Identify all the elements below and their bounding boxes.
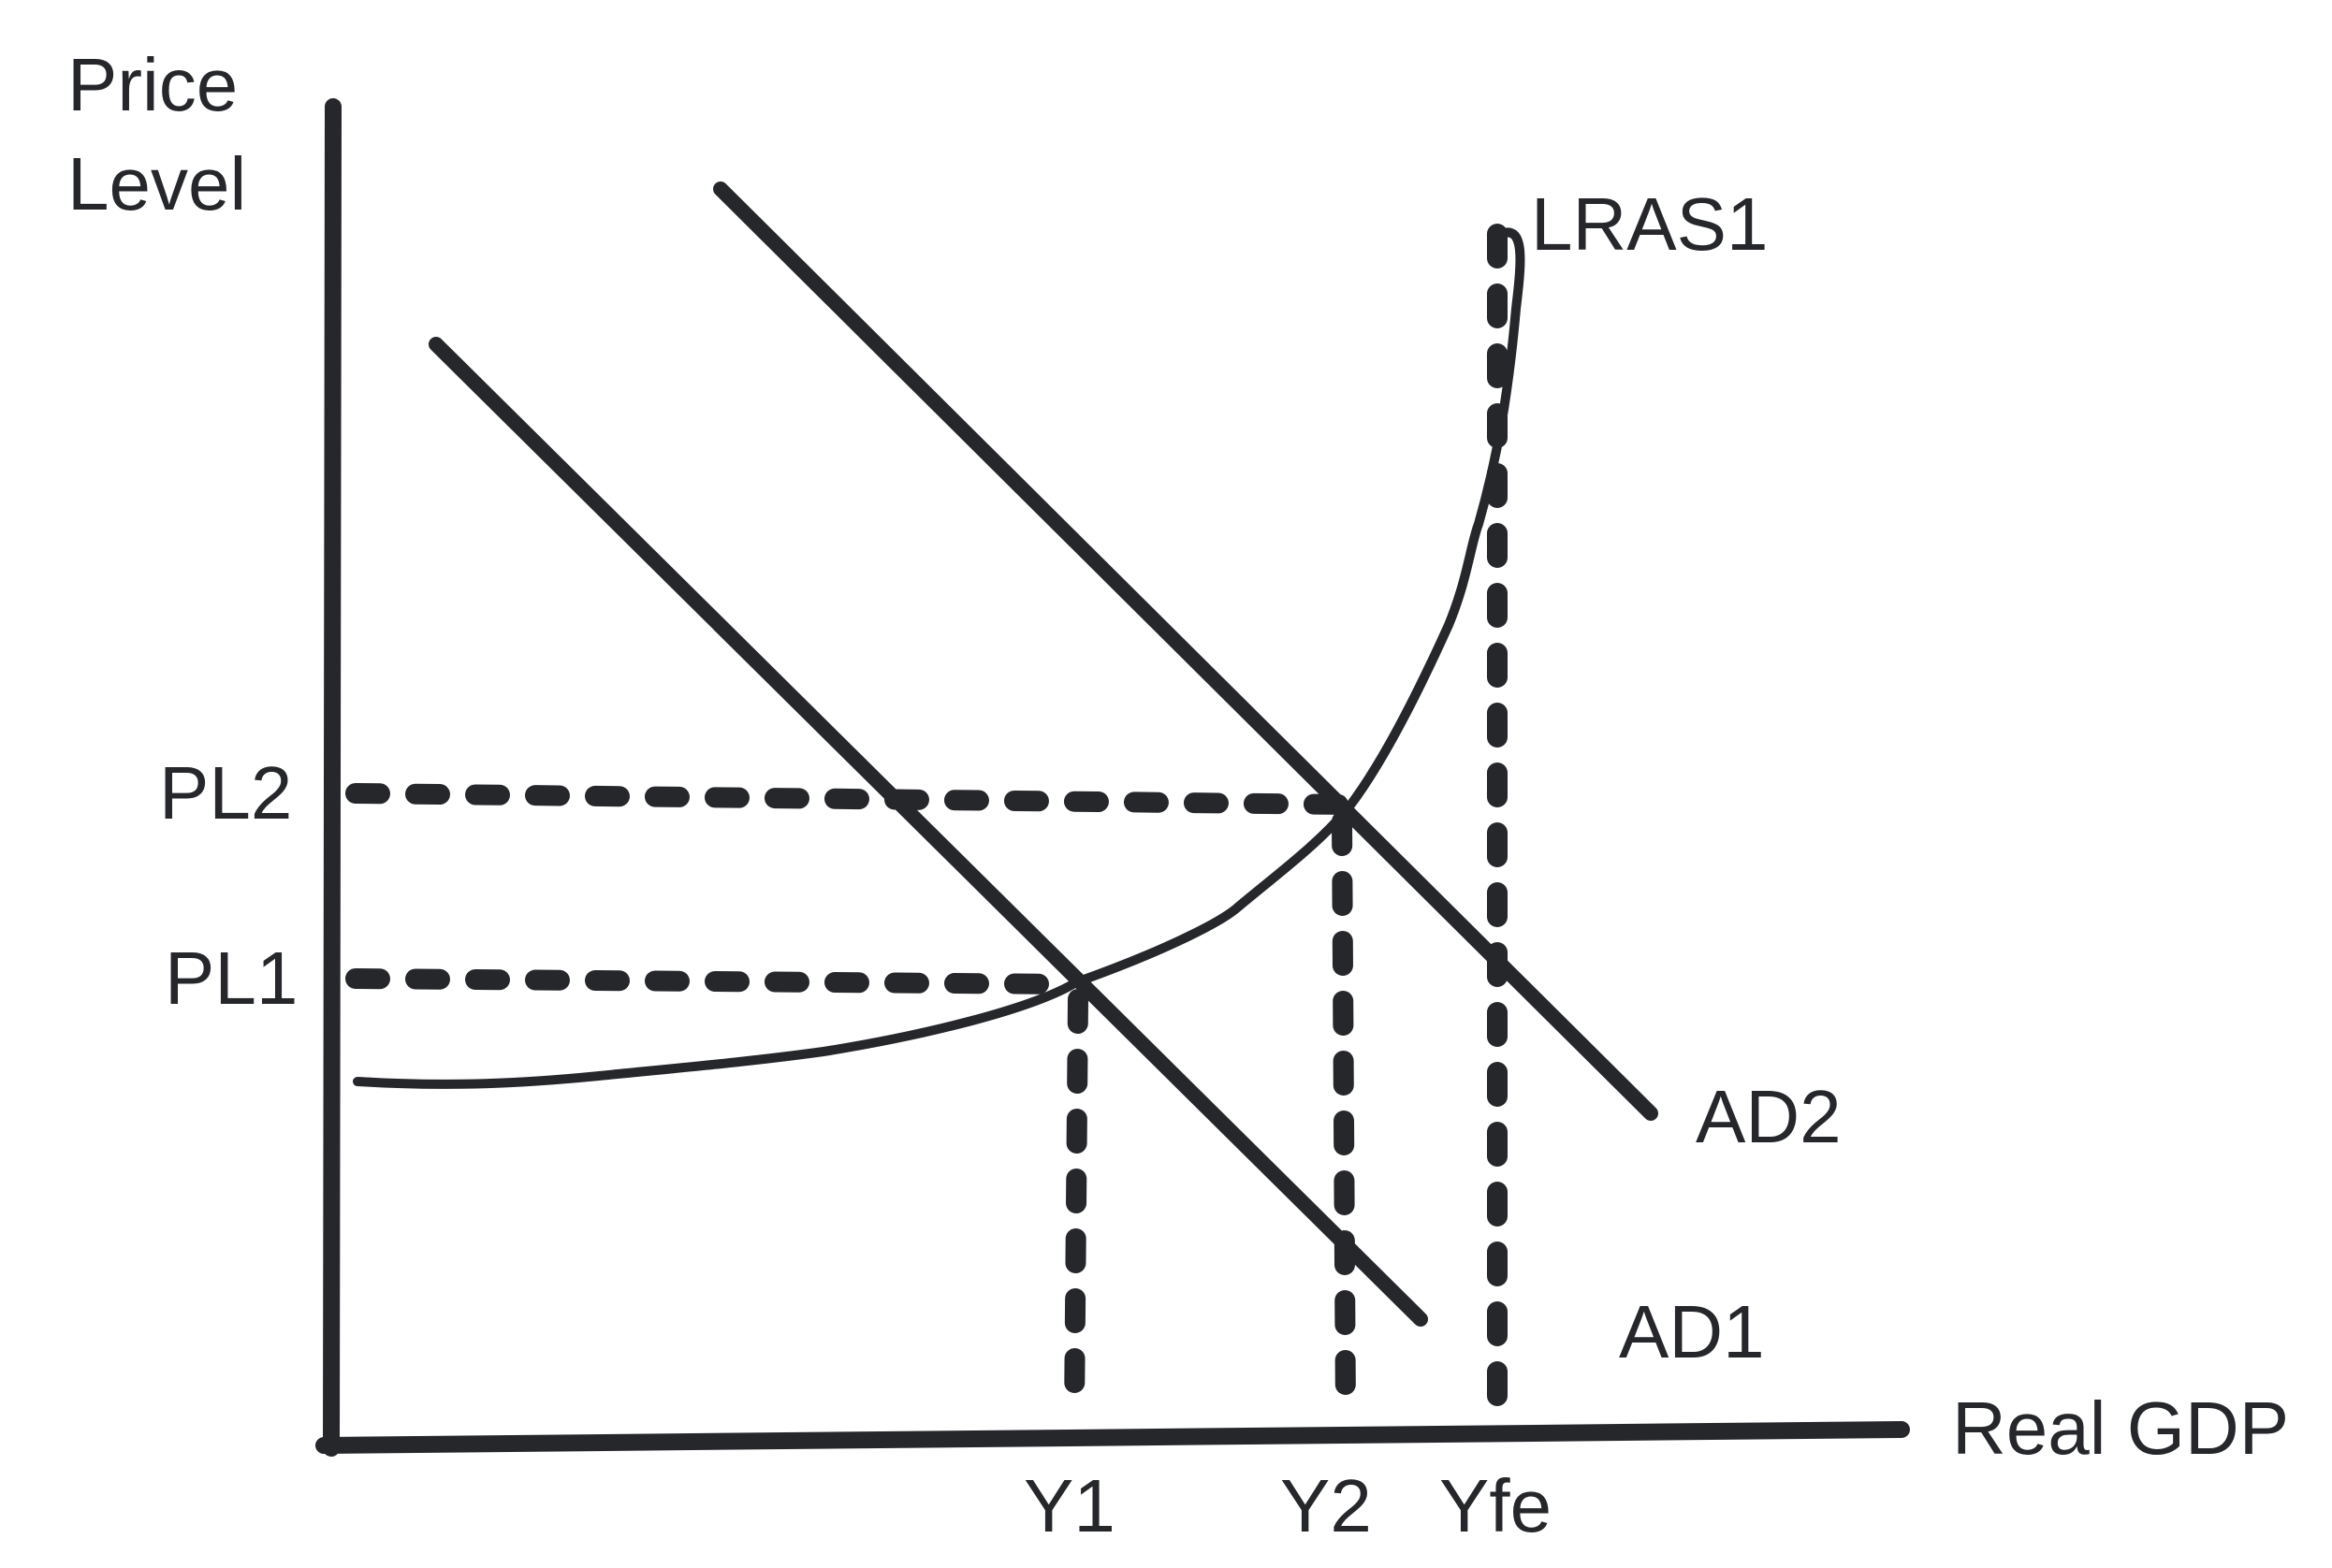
ad2-label: AD2 <box>1696 1075 1842 1158</box>
pl2-guide <box>345 783 1358 815</box>
pl1-guide <box>345 968 1077 995</box>
x-axis-label: Real GDP <box>1952 1387 2290 1470</box>
x-axis <box>315 1421 1910 1454</box>
y2-guide <box>1332 811 1356 1425</box>
x-tick-y1: Y1 <box>1024 1464 1115 1547</box>
y-axis-label: Price Level <box>67 43 247 225</box>
y-axis <box>323 98 342 1457</box>
sras-curve <box>353 227 1525 1089</box>
y-tick-pl2: PL2 <box>159 751 293 835</box>
y-tick-pl1: PL1 <box>165 936 299 1020</box>
ad1-label: AD1 <box>1619 1290 1765 1373</box>
x-tick-y2: Y2 <box>1280 1464 1372 1547</box>
x-tick-yfe: Yfe <box>1439 1464 1552 1547</box>
y1-guide <box>1064 989 1088 1425</box>
ad1-line <box>429 337 1428 1327</box>
lras1-label: LRAS1 <box>1531 182 1769 266</box>
